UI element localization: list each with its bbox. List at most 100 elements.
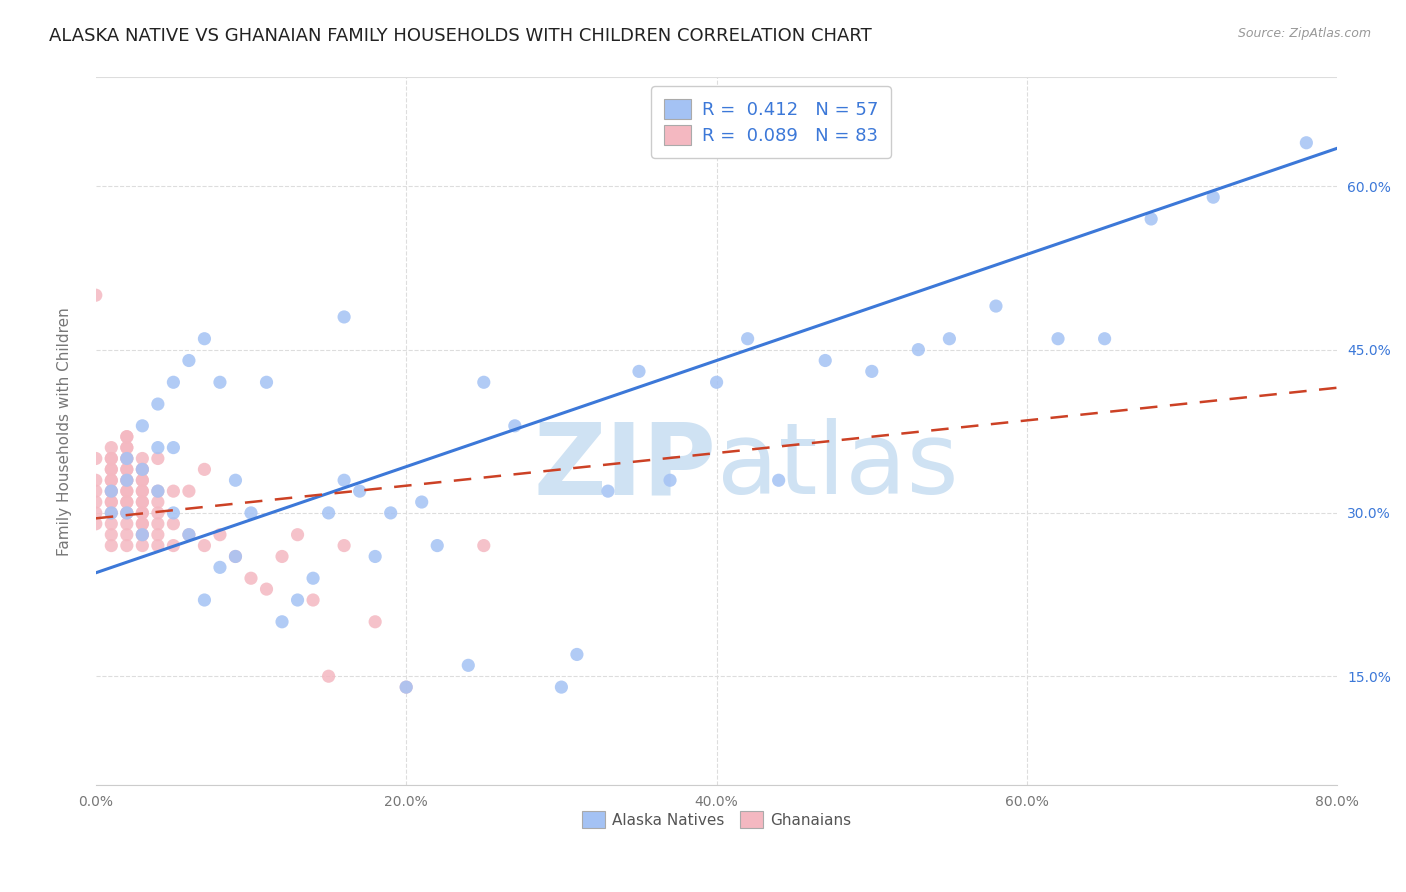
Point <box>596 484 619 499</box>
Point <box>208 527 231 541</box>
Point <box>1094 332 1116 346</box>
Point <box>706 376 728 390</box>
Point <box>333 310 356 324</box>
Point <box>193 593 215 607</box>
Point <box>100 495 122 509</box>
Point <box>115 516 138 531</box>
Point <box>814 353 837 368</box>
Point <box>177 484 200 499</box>
Point <box>224 549 246 564</box>
Point <box>411 495 433 509</box>
Point <box>565 648 588 662</box>
Point <box>146 506 169 520</box>
Point <box>146 484 169 499</box>
Point <box>115 473 138 487</box>
Point <box>768 473 790 487</box>
Point <box>550 680 572 694</box>
Point <box>503 418 526 433</box>
Point <box>100 462 122 476</box>
Point <box>224 473 246 487</box>
Point <box>395 680 418 694</box>
Point <box>115 462 138 476</box>
Point <box>100 484 122 499</box>
Legend: Alaska Natives, Ghanaians: Alaska Natives, Ghanaians <box>575 805 858 834</box>
Point <box>333 539 356 553</box>
Point <box>256 376 278 390</box>
Point <box>146 441 169 455</box>
Point <box>659 473 682 487</box>
Point <box>115 539 138 553</box>
Point <box>115 506 138 520</box>
Point <box>115 473 138 487</box>
Point <box>364 549 387 564</box>
Point <box>84 484 107 499</box>
Point <box>240 571 263 585</box>
Point <box>271 549 294 564</box>
Point <box>84 473 107 487</box>
Point <box>115 430 138 444</box>
Point <box>162 441 184 455</box>
Point <box>115 451 138 466</box>
Point <box>100 539 122 553</box>
Point <box>115 441 138 455</box>
Point <box>146 516 169 531</box>
Point <box>131 539 153 553</box>
Point <box>240 506 263 520</box>
Point <box>115 506 138 520</box>
Point <box>162 376 184 390</box>
Point <box>457 658 479 673</box>
Point <box>1140 211 1163 226</box>
Point <box>115 473 138 487</box>
Point <box>208 560 231 574</box>
Point <box>287 527 309 541</box>
Point <box>426 539 449 553</box>
Point <box>100 462 122 476</box>
Point <box>131 495 153 509</box>
Point <box>115 506 138 520</box>
Point <box>131 495 153 509</box>
Point <box>100 516 122 531</box>
Point <box>84 506 107 520</box>
Point <box>131 516 153 531</box>
Point <box>302 593 325 607</box>
Point <box>100 506 122 520</box>
Point <box>162 484 184 499</box>
Point <box>287 593 309 607</box>
Point <box>100 527 122 541</box>
Point <box>131 462 153 476</box>
Point <box>146 484 169 499</box>
Point <box>224 549 246 564</box>
Point <box>84 288 107 302</box>
Point <box>131 451 153 466</box>
Point <box>907 343 929 357</box>
Point <box>1295 136 1317 150</box>
Text: ZIP: ZIP <box>534 418 717 516</box>
Point <box>131 516 153 531</box>
Point <box>100 451 122 466</box>
Point <box>115 495 138 509</box>
Point <box>737 332 759 346</box>
Point <box>256 582 278 596</box>
Point <box>115 451 138 466</box>
Point <box>131 484 153 499</box>
Point <box>84 495 107 509</box>
Point <box>131 484 153 499</box>
Point <box>100 473 122 487</box>
Point <box>115 527 138 541</box>
Point <box>318 669 340 683</box>
Point <box>146 495 169 509</box>
Point <box>115 430 138 444</box>
Point <box>131 527 153 541</box>
Point <box>131 506 153 520</box>
Point <box>177 527 200 541</box>
Point <box>131 527 153 541</box>
Point <box>938 332 960 346</box>
Point <box>100 441 122 455</box>
Point <box>146 397 169 411</box>
Point <box>100 484 122 499</box>
Point <box>100 451 122 466</box>
Point <box>984 299 1007 313</box>
Point <box>131 462 153 476</box>
Point <box>84 516 107 531</box>
Point <box>131 462 153 476</box>
